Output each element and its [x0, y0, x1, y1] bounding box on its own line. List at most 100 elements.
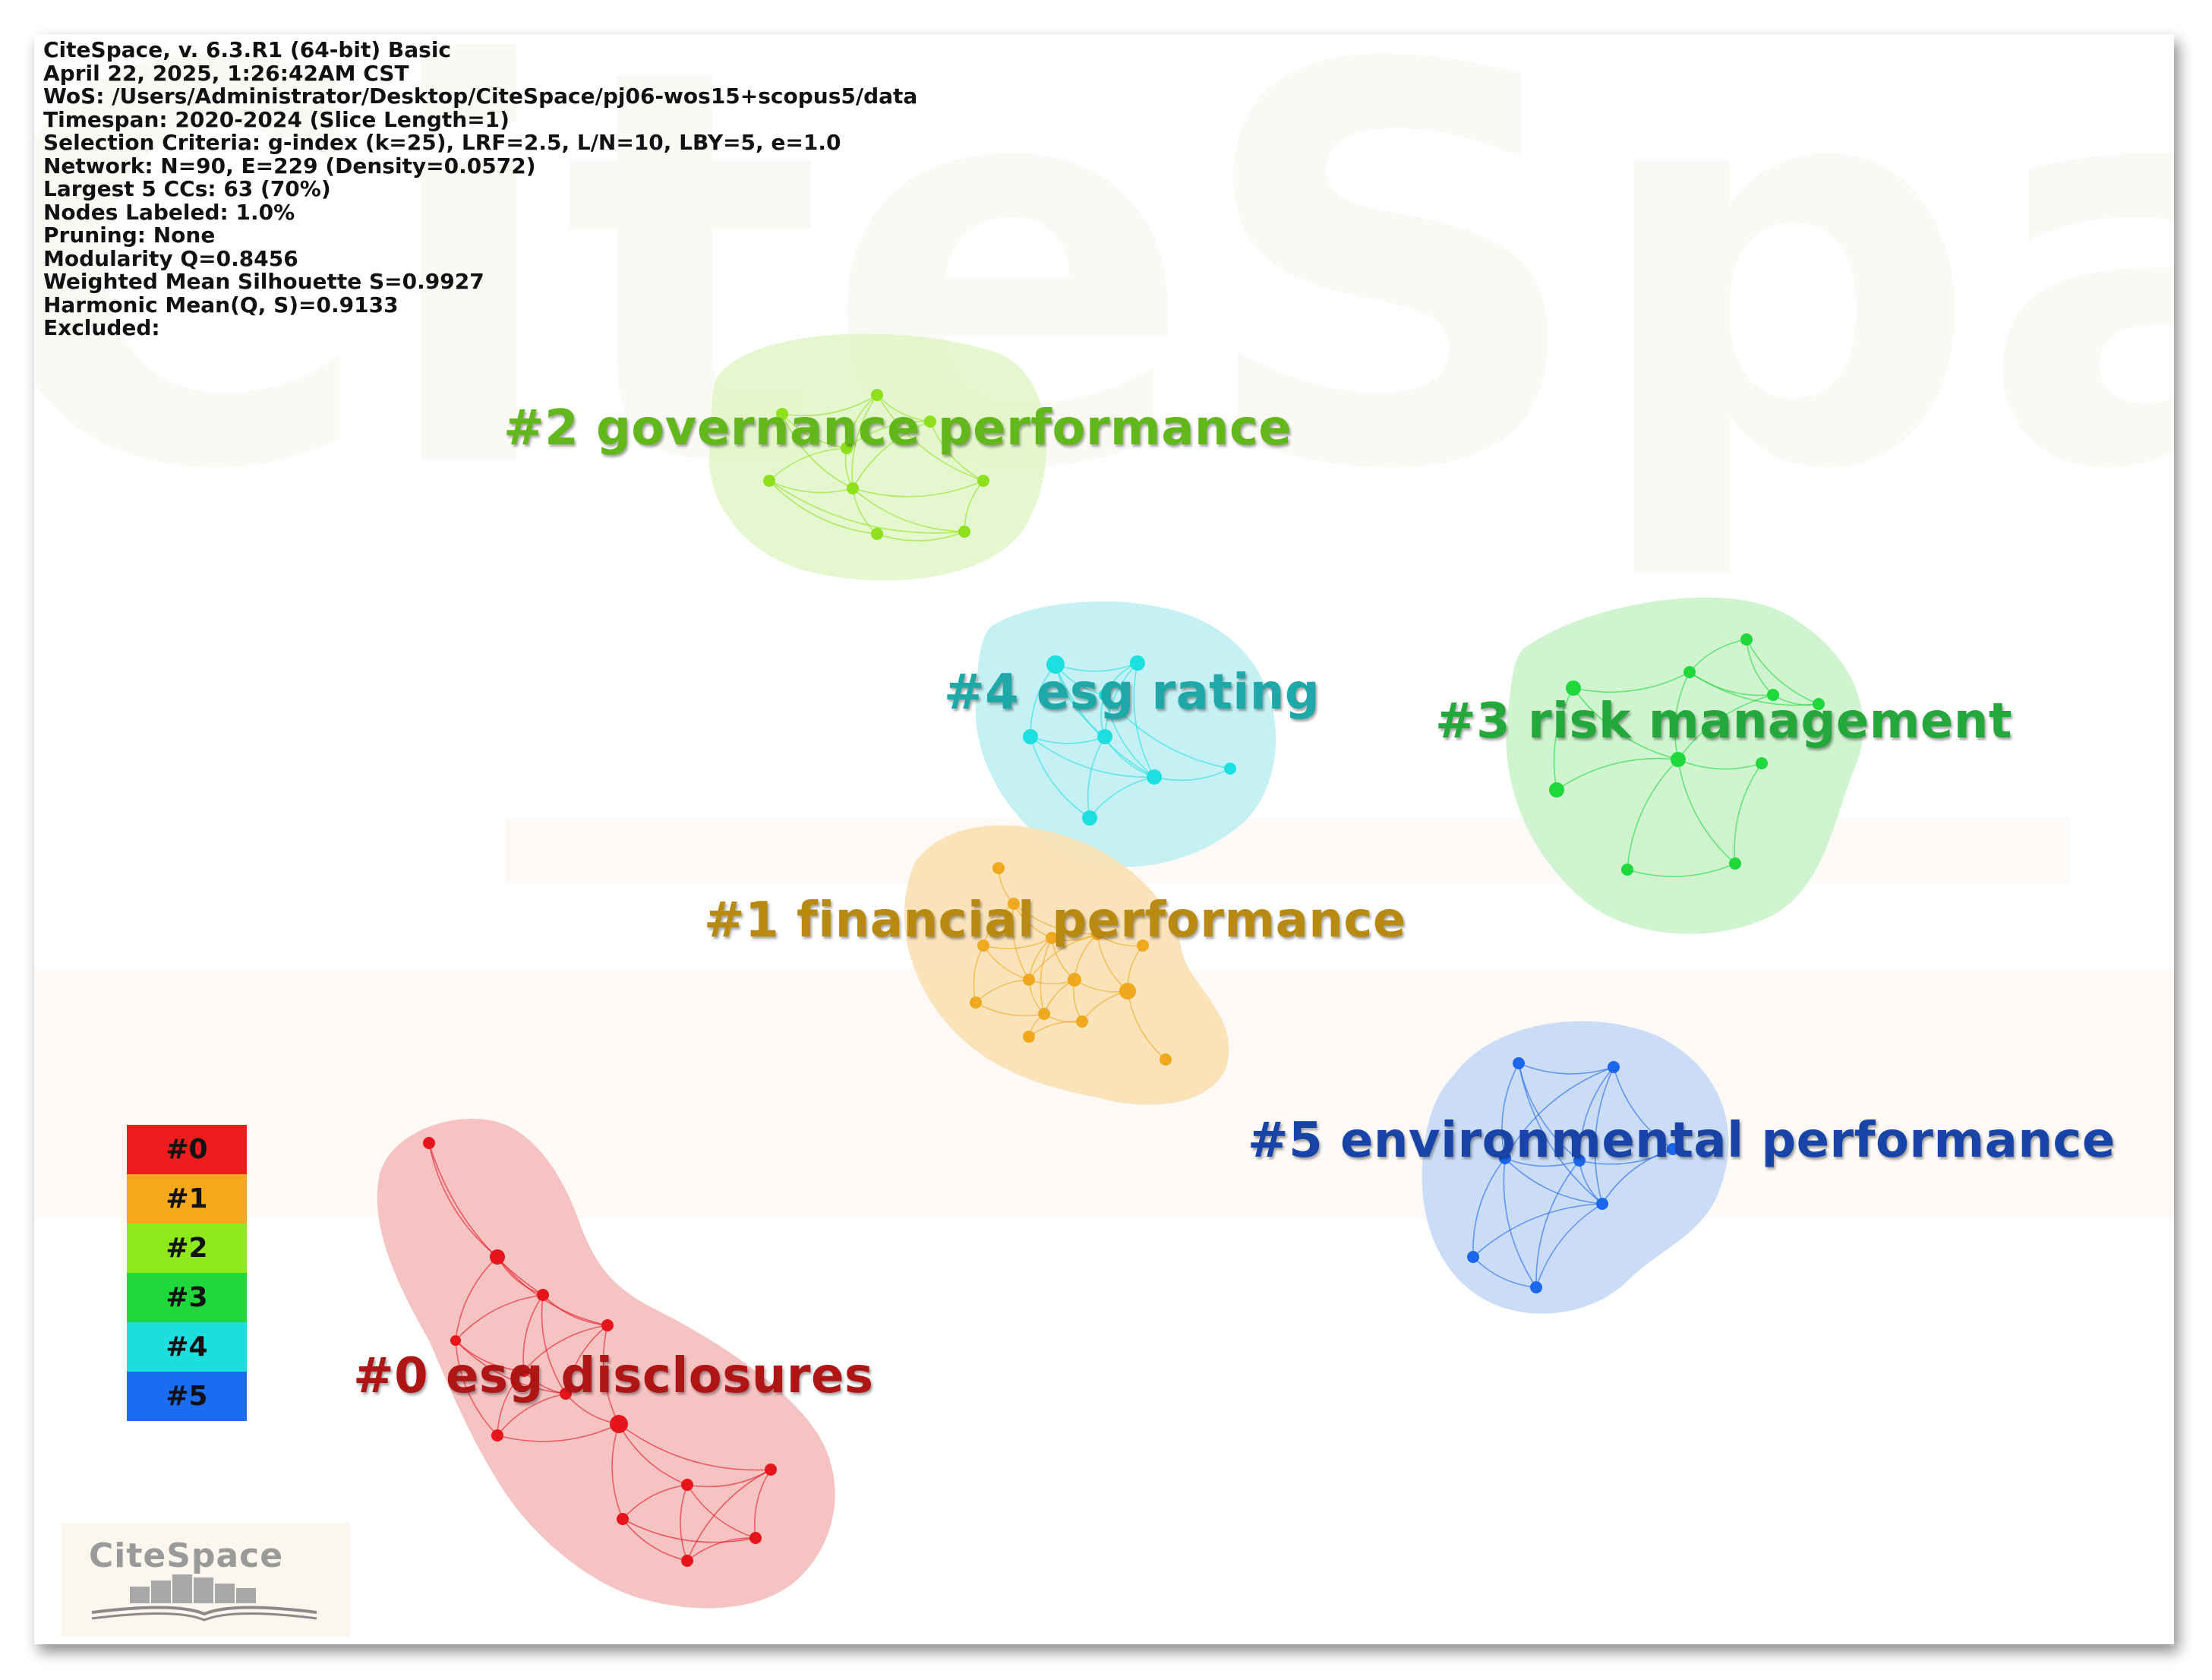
node-cluster-1[interactable] — [1023, 974, 1035, 986]
edge-cluster-4 — [1087, 736, 1106, 819]
cluster-label-2[interactable]: #2 governance performance — [503, 400, 1292, 456]
node-cluster-1[interactable] — [1091, 928, 1103, 940]
edge-cluster-1 — [975, 1002, 1045, 1017]
node-cluster-3[interactable] — [1756, 757, 1768, 769]
node-cluster-2[interactable] — [977, 475, 989, 487]
edge-cluster-3 — [1677, 759, 1762, 770]
cluster-label-3[interactable]: #3 risk management — [1435, 693, 2012, 750]
legend-item-4: #4 — [127, 1322, 247, 1372]
edge-cluster-2 — [781, 394, 878, 416]
network-edges — [428, 394, 1819, 1562]
info-line: Selection Criteria: g-index (k=25), LRF=… — [43, 130, 841, 155]
cluster-label-0[interactable]: #0 esg disclosures — [353, 1348, 874, 1404]
info-line: Network: N=90, E=229 (Density=0.0572) — [43, 153, 536, 178]
node-cluster-0[interactable] — [749, 1532, 762, 1544]
node-cluster-5[interactable] — [1667, 1143, 1679, 1155]
node-cluster-2[interactable] — [841, 442, 853, 454]
edge-cluster-0 — [497, 1256, 608, 1326]
edge-cluster-0 — [428, 1142, 498, 1258]
node-cluster-0[interactable] — [518, 1365, 530, 1377]
node-cluster-5[interactable] — [1530, 1281, 1542, 1293]
node-cluster-0[interactable] — [765, 1464, 777, 1476]
node-cluster-0[interactable] — [681, 1555, 693, 1567]
edge-cluster-5 — [1504, 1157, 1580, 1167]
node-cluster-1[interactable] — [970, 996, 982, 1009]
cluster-label-4[interactable]: #4 esg rating — [944, 665, 1321, 721]
node-cluster-5[interactable] — [1513, 1057, 1525, 1069]
node-cluster-3[interactable] — [1621, 864, 1633, 876]
node-cluster-1[interactable] — [1023, 1031, 1035, 1043]
node-cluster-5[interactable] — [1467, 1251, 1479, 1263]
citespace-logo: CiteSpace — [62, 1523, 350, 1637]
node-cluster-5[interactable] — [1596, 1198, 1608, 1210]
node-cluster-4[interactable] — [1046, 655, 1065, 674]
node-cluster-3[interactable] — [1767, 689, 1779, 701]
node-cluster-3[interactable] — [1549, 782, 1564, 797]
node-cluster-1[interactable] — [1160, 1053, 1172, 1066]
node-cluster-2[interactable] — [776, 408, 788, 420]
node-cluster-4[interactable] — [1130, 655, 1145, 671]
edge-cluster-5 — [1472, 1157, 1506, 1258]
node-cluster-5[interactable] — [1573, 1154, 1586, 1167]
node-cluster-3[interactable] — [1740, 633, 1753, 646]
edge-cluster-1 — [983, 937, 1052, 949]
node-cluster-1[interactable] — [1076, 1015, 1088, 1028]
node-cluster-5[interactable] — [1608, 1061, 1620, 1073]
node-cluster-0[interactable] — [601, 1319, 614, 1331]
node-cluster-4[interactable] — [1099, 689, 1111, 701]
node-cluster-2[interactable] — [871, 389, 883, 401]
logo-text: CiteSpace — [89, 1536, 284, 1575]
node-cluster-1[interactable] — [1046, 932, 1058, 944]
node-cluster-2[interactable] — [924, 415, 936, 428]
edge-cluster-5 — [1518, 1063, 1614, 1075]
node-cluster-0[interactable] — [617, 1513, 629, 1525]
node-cluster-0[interactable] — [560, 1388, 572, 1400]
cluster-hull-1 — [904, 825, 1229, 1105]
node-cluster-1[interactable] — [1038, 1008, 1050, 1020]
legend-item-0: #0 — [127, 1125, 247, 1174]
node-cluster-4[interactable] — [1224, 763, 1236, 775]
node-cluster-0[interactable] — [423, 1137, 435, 1149]
cluster-label-5[interactable]: #5 environmental performance — [1248, 1113, 2116, 1169]
info-line: Pruning: None — [43, 223, 216, 248]
edge-cluster-3 — [1746, 639, 1819, 705]
node-cluster-3[interactable] — [1671, 752, 1686, 767]
node-cluster-0[interactable] — [610, 1415, 628, 1433]
edge-cluster-4 — [1055, 662, 1138, 672]
node-cluster-1[interactable] — [992, 862, 1005, 874]
node-cluster-3[interactable] — [1729, 857, 1741, 870]
node-cluster-3[interactable] — [1566, 681, 1581, 696]
node-cluster-4[interactable] — [1023, 729, 1038, 744]
node-cluster-2[interactable] — [871, 528, 883, 540]
node-cluster-1[interactable] — [1008, 898, 1020, 910]
edge-cluster-5 — [1472, 1203, 1603, 1258]
info-line: April 22, 2025, 1:26:42AM CST — [43, 60, 409, 86]
edge-cluster-5 — [1579, 1148, 1674, 1165]
node-cluster-0[interactable] — [491, 1429, 503, 1442]
node-cluster-3[interactable] — [1813, 698, 1825, 710]
edge-cluster-0 — [455, 1340, 498, 1436]
edge-cluster-5 — [1613, 1066, 1674, 1150]
cluster-label-1[interactable]: #1 financial performance — [704, 892, 1406, 949]
info-line: CiteSpace, v. 6.3.R1 (64-bit) Basic — [43, 37, 452, 62]
node-cluster-0[interactable] — [490, 1249, 505, 1265]
node-cluster-3[interactable] — [1683, 666, 1696, 678]
edge-cluster-0 — [542, 1294, 608, 1326]
node-cluster-2[interactable] — [763, 475, 775, 487]
node-cluster-0[interactable] — [450, 1335, 461, 1346]
node-cluster-4[interactable] — [1082, 810, 1097, 826]
node-cluster-1[interactable] — [1137, 939, 1149, 952]
edge-cluster-0 — [497, 1393, 566, 1436]
node-cluster-2[interactable] — [958, 526, 970, 538]
node-cluster-1[interactable] — [1119, 983, 1136, 999]
node-cluster-0[interactable] — [681, 1479, 693, 1491]
node-cluster-0[interactable] — [537, 1289, 549, 1301]
node-cluster-5[interactable] — [1499, 1152, 1511, 1164]
node-cluster-4[interactable] — [1097, 729, 1112, 744]
cluster-color-legend: #0 #1 #2 #3 #4 #5 — [127, 1125, 247, 1421]
node-cluster-1[interactable] — [977, 939, 989, 952]
node-cluster-4[interactable] — [1147, 769, 1162, 785]
node-cluster-2[interactable] — [847, 482, 859, 494]
node-cluster-1[interactable] — [1068, 973, 1081, 987]
edge-cluster-3 — [1573, 687, 1679, 760]
